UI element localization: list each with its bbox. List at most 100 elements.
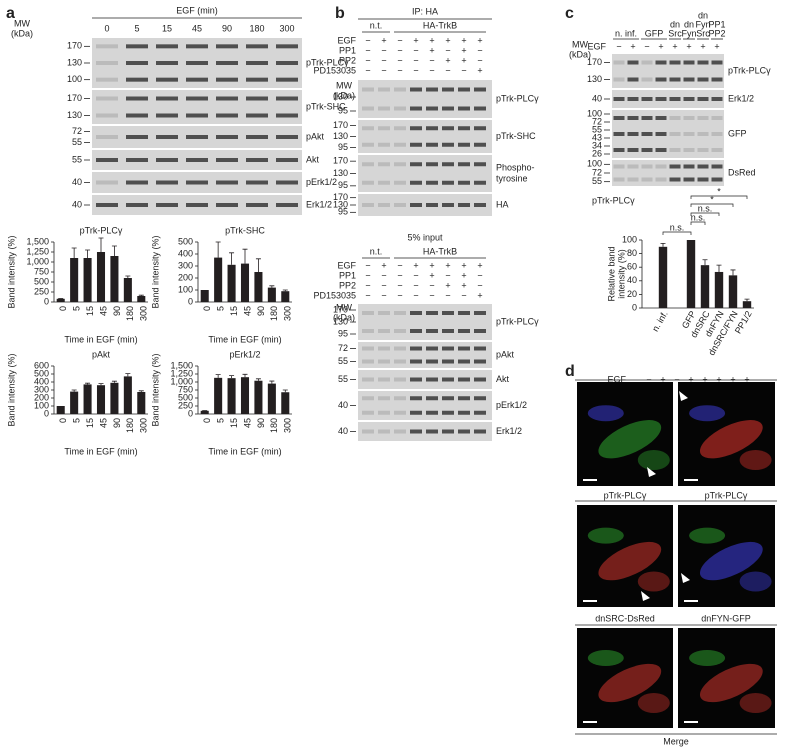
x-axis-label: Time in EGF (min)	[208, 446, 281, 456]
mw-label: 130	[587, 74, 602, 84]
blot-band	[458, 180, 470, 185]
cell-signal	[637, 693, 670, 713]
group-label: n.t.	[370, 246, 383, 256]
blot-band	[426, 410, 438, 415]
blot-band	[426, 106, 438, 111]
blot-band	[711, 77, 723, 82]
blot-band	[655, 116, 667, 120]
blot-band	[442, 329, 454, 333]
bar	[686, 240, 696, 308]
blot-band	[362, 126, 374, 131]
y-tick-label: 300	[178, 260, 193, 270]
blot-band	[126, 135, 148, 139]
blot-band	[276, 203, 298, 207]
y-tick-label: 500	[34, 368, 49, 378]
cell-signal	[587, 650, 624, 666]
blot-band	[96, 180, 118, 185]
blot-band	[156, 96, 178, 101]
x-tick-label: 15	[229, 418, 239, 428]
blot-band	[186, 180, 208, 185]
blot-band	[246, 96, 268, 101]
x-tick-label: 90	[112, 306, 122, 316]
blot-band	[458, 359, 470, 364]
panel-letter: b	[335, 5, 345, 22]
cell-signal	[739, 693, 772, 713]
blot-band	[442, 126, 454, 131]
y-tick-label: 300	[34, 384, 49, 394]
y-tick-label: 250	[178, 400, 193, 410]
error-bar	[98, 237, 104, 252]
blot-band	[641, 132, 653, 136]
blot-band	[410, 346, 422, 351]
treatment-sign: +	[429, 260, 434, 270]
y-tick-label: 20	[627, 289, 637, 299]
mw-label: 40	[72, 199, 82, 209]
blot-band	[426, 162, 438, 167]
blot-band	[474, 396, 486, 401]
blot-band	[458, 396, 470, 401]
blot-band	[394, 180, 406, 185]
blot-name: pErk1/2	[496, 400, 527, 410]
bar	[96, 252, 106, 302]
cell-signal	[689, 527, 726, 544]
blot-band	[474, 410, 486, 415]
group-label: dn	[698, 10, 708, 20]
x-tick-label: 180	[269, 418, 279, 433]
cell-signal	[739, 450, 772, 470]
blot-band	[655, 60, 667, 65]
blot-band	[410, 396, 422, 401]
group-label: HA-TrkB	[423, 246, 457, 256]
blot-name: GFP	[728, 128, 747, 138]
blot-band	[442, 87, 454, 92]
channel-label: dnFYN-GFP	[701, 613, 751, 623]
y-tick-label: 60	[627, 262, 637, 272]
blot-band	[627, 177, 639, 182]
blot	[358, 304, 492, 340]
treatment-sign: −	[397, 270, 402, 280]
mw-label: 95	[338, 105, 348, 115]
blot-band	[378, 126, 390, 131]
blot-band	[362, 180, 374, 185]
mw-label: 130	[67, 110, 82, 120]
treatment-sign: +	[429, 35, 434, 45]
treatment-sign: +	[381, 35, 386, 45]
label: (kDa)	[333, 90, 355, 100]
blot-band	[378, 359, 390, 364]
blot-band	[378, 311, 390, 315]
error-bar	[215, 241, 221, 258]
blot-band	[426, 311, 438, 315]
blot-band	[669, 177, 681, 182]
cell-signal	[699, 663, 763, 703]
treatment-sign: +	[477, 290, 482, 300]
y-tick-label: 600	[34, 360, 49, 370]
blot-name: Erk1/2	[306, 199, 332, 209]
mw-label: 34	[592, 140, 602, 150]
treatment-sign: −	[477, 280, 482, 290]
treatment-sign: −	[674, 374, 679, 384]
bar	[214, 257, 223, 302]
blot-band	[410, 311, 422, 315]
blot-band	[126, 158, 148, 162]
blot	[612, 54, 724, 88]
blot-band	[669, 148, 681, 152]
bar	[267, 287, 276, 302]
blot-band	[474, 377, 486, 382]
blot-band	[655, 97, 667, 101]
blot-band	[410, 429, 422, 434]
error-bar	[71, 247, 77, 258]
blot-band	[697, 60, 709, 65]
blot-band	[410, 142, 422, 147]
treatment-sign: −	[429, 290, 434, 300]
lane-label: 45	[192, 23, 202, 33]
y-axis-label: Band intensity (%)	[6, 353, 16, 426]
x-tick-label: 180	[125, 418, 135, 433]
bar	[83, 384, 92, 414]
blot-band	[96, 113, 118, 118]
blot-band	[683, 116, 695, 120]
treatment-sign: +	[477, 260, 482, 270]
blot-band	[627, 60, 639, 65]
mw-label: 55	[72, 137, 82, 147]
x-tick-label: 300	[139, 306, 149, 321]
y-tick-label: 500	[34, 276, 49, 286]
blot-band	[246, 113, 268, 118]
